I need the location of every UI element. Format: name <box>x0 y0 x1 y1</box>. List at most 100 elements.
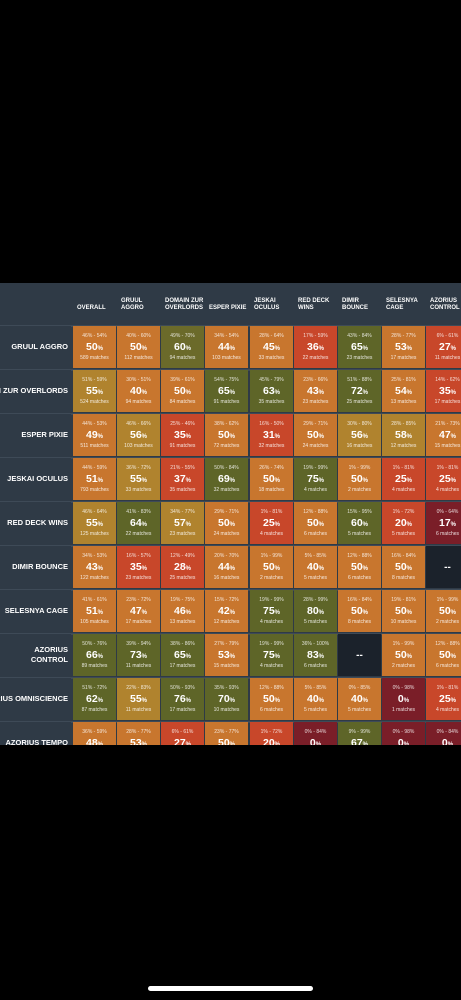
matchup-cell[interactable]: 34% - 53% 43% 122 matches <box>73 546 116 588</box>
matchup-cell[interactable]: 19% - 99% 75% 4 matches <box>250 590 293 632</box>
matchup-cell[interactable]: 5% - 85% 40% 5 matches <box>294 678 337 720</box>
row-label[interactable]: RED DECK WINS <box>0 502 71 544</box>
matchup-cell[interactable]: 12% - 49% 28% 25 matches <box>161 546 204 588</box>
matchup-cell[interactable]: 23% - 77% 50% <box>205 722 248 745</box>
matchup-cell[interactable]: 5% - 85% 40% 5 matches <box>294 546 337 588</box>
matchup-cell[interactable]: 14% - 62% 35% 17 matches <box>426 370 461 412</box>
matchup-cell[interactable]: 41% - 83% 64% 22 matches <box>117 502 160 544</box>
home-indicator[interactable] <box>148 986 313 991</box>
matchup-cell[interactable]: -- <box>338 634 381 676</box>
matchup-cell[interactable]: 41% - 61% 51% 105 matches <box>73 590 116 632</box>
matchup-cell[interactable]: 6% - 61% 27% <box>161 722 204 745</box>
matchup-cell[interactable]: 36% - 59% 48% <box>73 722 116 745</box>
matchup-cell[interactable]: 29% - 71% 50% 24 matches <box>294 414 337 456</box>
matchup-cell[interactable]: 49% - 70% 60% 94 matches <box>161 326 204 368</box>
matchup-cell[interactable]: -- <box>426 546 461 588</box>
matchup-cell[interactable]: 1% - 81% 25% 4 matches <box>382 458 425 500</box>
matchup-cell[interactable]: 21% - 55% 37% 35 matches <box>161 458 204 500</box>
matchup-cell[interactable]: 16% - 84% 50% 8 matches <box>338 590 381 632</box>
matchup-cell[interactable]: 16% - 50% 31% 32 matches <box>250 414 293 456</box>
matchup-cell[interactable]: 46% - 54% 50% 589 matches <box>73 326 116 368</box>
column-header[interactable]: JESKAI OCULUS <box>250 283 294 326</box>
matchup-cell[interactable]: 19% - 99% 75% 4 matches <box>294 458 337 500</box>
matchup-cell[interactable]: 36% - 72% 55% 33 matches <box>117 458 160 500</box>
matchup-cell[interactable]: 12% - 88% 50% 6 matches <box>294 502 337 544</box>
column-header[interactable]: OVERALL <box>73 283 117 326</box>
matchup-cell[interactable]: 28% - 85% 58% 12 matches <box>382 414 425 456</box>
matchup-cell[interactable]: 28% - 64% 45% 33 matches <box>250 326 293 368</box>
matchup-cell[interactable]: 1% - 99% 50% 2 matches <box>382 634 425 676</box>
row-label[interactable]: DIMIR BOUNCE <box>0 546 71 588</box>
matchup-cell[interactable]: 34% - 77% 57% 23 matches <box>161 502 204 544</box>
row-label[interactable]: AZORIUS CONTROL <box>0 634 71 676</box>
matchup-cell[interactable]: 34% - 54% 44% 103 matches <box>205 326 248 368</box>
matchup-cell[interactable]: 23% - 72% 47% 17 matches <box>117 590 160 632</box>
matchup-cell[interactable]: 51% - 59% 55% 524 matches <box>73 370 116 412</box>
row-label[interactable]: DOMAIN ZUR OVERLORDS <box>0 370 71 412</box>
matchup-cell[interactable]: 22% - 83% 55% 11 matches <box>117 678 160 720</box>
matchup-cell[interactable]: 19% - 75% 46% 13 matches <box>161 590 204 632</box>
matchup-cell[interactable]: 51% - 88% 72% 25 matches <box>338 370 381 412</box>
matchup-cell[interactable]: 28% - 77% 53% 17 matches <box>382 326 425 368</box>
matchup-cell[interactable]: 26% - 74% 50% 18 matches <box>250 458 293 500</box>
matchup-cell[interactable]: 16% - 84% 50% 8 matches <box>382 546 425 588</box>
matchup-cell[interactable]: 0% - 85% 40% 5 matches <box>338 678 381 720</box>
matchup-cell[interactable]: 28% - 77% 53% <box>117 722 160 745</box>
matchup-cell[interactable]: 12% - 88% 50% 6 matches <box>426 634 461 676</box>
matchup-cell[interactable]: 19% - 81% 50% 10 matches <box>382 590 425 632</box>
column-header[interactable]: DOMAIN ZUR OVERLORDS <box>161 283 205 326</box>
column-header[interactable]: RED DECK WINS <box>294 283 338 326</box>
matchup-cell[interactable]: 50% - 84% 69% 32 matches <box>205 458 248 500</box>
matchup-cell[interactable]: 30% - 80% 56% 16 matches <box>338 414 381 456</box>
matchup-cell[interactable]: 51% - 72% 62% 87 matches <box>73 678 116 720</box>
matchup-cell[interactable]: 30% - 51% 40% 94 matches <box>117 370 160 412</box>
matchup-cell[interactable]: 0% - 64% 17% 6 matches <box>426 502 461 544</box>
matchup-cell[interactable]: 1% - 81% 25% 4 matches <box>250 502 293 544</box>
matchup-cell[interactable]: 1% - 81% 25% 4 matches <box>426 678 461 720</box>
matchup-cell[interactable]: 46% - 66% 56% 103 matches <box>117 414 160 456</box>
matchup-cell[interactable]: 16% - 57% 35% 23 matches <box>117 546 160 588</box>
column-header[interactable]: GRUUL AGGRO <box>117 283 161 326</box>
matchup-cell[interactable]: 1% - 99% 50% 2 matches <box>338 458 381 500</box>
matchup-cell[interactable]: 46% - 64% 55% 125 matches <box>73 502 116 544</box>
matchup-cell[interactable]: 38% - 62% 50% 72 matches <box>205 414 248 456</box>
matchup-cell[interactable]: 36% - 100% 83% 6 matches <box>294 634 337 676</box>
matchup-cell[interactable]: 39% - 61% 50% 84 matches <box>161 370 204 412</box>
matchup-cell[interactable]: 50% - 93% 76% 17 matches <box>161 678 204 720</box>
row-label[interactable]: GRUUL AGGRO <box>0 326 71 368</box>
matchup-cell[interactable]: 35% - 93% 70% 10 matches <box>205 678 248 720</box>
matchup-cell[interactable]: 29% - 71% 50% 24 matches <box>205 502 248 544</box>
matchup-cell[interactable]: 44% - 53% 49% 511 matches <box>73 414 116 456</box>
row-label[interactable]: AZORIUS TEMPO <box>0 722 71 745</box>
column-header[interactable]: SELESNYA CAGE <box>382 283 426 326</box>
matchup-cell[interactable]: 0% - 98% 0% <box>382 722 425 745</box>
matchup-cell[interactable]: 25% - 46% 35% 91 matches <box>161 414 204 456</box>
row-label[interactable]: JESKAI OCULUS <box>0 458 71 500</box>
matchup-cell[interactable]: 45% - 79% 63% 35 matches <box>250 370 293 412</box>
matchup-cell[interactable]: 0% - 84% 0% <box>294 722 337 745</box>
matchup-cell[interactable]: 17% - 59% 36% 22 matches <box>294 326 337 368</box>
matchup-cell[interactable]: 12% - 88% 50% 6 matches <box>338 546 381 588</box>
column-header[interactable]: ESPER PIXIE <box>205 283 249 326</box>
matchup-cell[interactable]: 0% - 84% 0% <box>426 722 461 745</box>
matchup-cell[interactable]: 23% - 66% 43% 23 matches <box>294 370 337 412</box>
matchup-cell[interactable]: 1% - 81% 25% 4 matches <box>426 458 461 500</box>
matchup-cell[interactable]: 40% - 60% 50% 112 matches <box>117 326 160 368</box>
matchup-cell[interactable]: 54% - 75% 65% 91 matches <box>205 370 248 412</box>
column-header[interactable]: DIMIR BOUNCE <box>338 283 382 326</box>
matchup-cell[interactable]: 19% - 99% 75% 4 matches <box>250 634 293 676</box>
matchup-cell[interactable]: 1% - 99% 50% 2 matches <box>250 546 293 588</box>
matchup-cell[interactable]: 25% - 81% 54% 13 matches <box>382 370 425 412</box>
row-label[interactable]: SELESNYA CAGE <box>0 590 71 632</box>
matchup-cell[interactable]: 28% - 99% 80% 5 matches <box>294 590 337 632</box>
matchup-cell[interactable]: 27% - 79% 53% 15 matches <box>205 634 248 676</box>
matchup-cell[interactable]: 1% - 72% 20% 5 matches <box>382 502 425 544</box>
column-header[interactable]: AZORIUS CONTROL <box>426 283 461 326</box>
matchup-cell[interactable]: 20% - 70% 44% 16 matches <box>205 546 248 588</box>
matchup-cell[interactable]: 0% - 98% 0% 1 matches <box>382 678 425 720</box>
matchup-cell[interactable]: 12% - 88% 50% 6 matches <box>250 678 293 720</box>
matchup-cell[interactable]: 9% - 99% 67% <box>338 722 381 745</box>
matchup-cell[interactable]: 38% - 86% 65% 17 matches <box>161 634 204 676</box>
matchup-cell[interactable]: 6% - 61% 27% 11 matches <box>426 326 461 368</box>
row-label[interactable]: ESPER PIXIE <box>0 414 71 456</box>
